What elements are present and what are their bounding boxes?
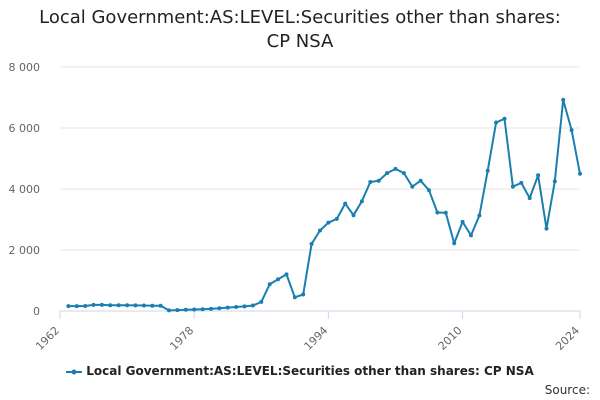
data-point [150, 303, 155, 308]
y-tick-label: 8 000 [9, 61, 41, 74]
data-point [519, 180, 524, 185]
data-point [502, 116, 507, 121]
data-point [343, 201, 348, 206]
data-point [527, 196, 532, 201]
data-point [578, 171, 582, 176]
data-point [209, 306, 213, 311]
x-tick-label: 2024 [553, 324, 582, 353]
data-point [192, 307, 197, 312]
x-tick-label: 2010 [436, 324, 465, 353]
data-point [133, 303, 138, 308]
data-point [477, 213, 482, 218]
series-line [68, 98, 581, 312]
legend-series-symbol [66, 369, 83, 374]
data-point [259, 299, 264, 304]
data-point [427, 188, 431, 193]
data-point [309, 241, 314, 246]
chart-title-line-1: Local Government:AS:LEVEL:Securities oth… [39, 7, 561, 28]
data-point [116, 303, 121, 308]
data-point [83, 304, 88, 308]
data-point [158, 303, 163, 308]
data-point [217, 306, 222, 311]
data-point [561, 97, 566, 102]
data-point [183, 307, 188, 312]
data-point [99, 302, 104, 307]
data-point [351, 213, 356, 218]
data-point [326, 220, 331, 225]
data-point [250, 303, 255, 308]
data-point [284, 272, 289, 277]
data-point [200, 307, 205, 312]
data-point [510, 184, 515, 189]
data-point [66, 304, 71, 309]
data-point [569, 128, 574, 133]
chart-title: Local Government:AS:LEVEL:Securities oth… [0, 6, 600, 54]
data-point [368, 180, 373, 184]
data-point [359, 199, 364, 204]
y-tick-label: 6 000 [9, 122, 41, 135]
data-point [376, 178, 381, 183]
data-point [536, 173, 541, 178]
legend-series-label: Local Government:AS:LEVEL:Securities oth… [86, 364, 534, 378]
data-point [544, 226, 549, 231]
data-point [418, 178, 423, 183]
data-point [276, 277, 281, 282]
data-point [234, 305, 239, 309]
data-point [443, 210, 448, 215]
data-point [485, 168, 490, 173]
data-point [74, 304, 79, 309]
data-point [410, 184, 415, 189]
data-point [494, 120, 499, 125]
data-point [460, 219, 465, 224]
data-point [301, 292, 306, 297]
x-tick-label: 1978 [167, 324, 196, 353]
data-point [141, 303, 146, 308]
data-point [267, 282, 272, 287]
chart-title-line-2: CP NSA [266, 31, 334, 52]
data-point [91, 302, 96, 307]
y-tick-label: 2 000 [9, 244, 41, 257]
y-tick-label: 4 000 [9, 183, 41, 196]
x-tick-label: 1962 [33, 324, 62, 353]
data-point [385, 171, 390, 176]
data-point [452, 241, 457, 246]
data-point [318, 228, 322, 233]
data-point [435, 210, 440, 215]
data-point [401, 171, 406, 176]
data-point [242, 304, 247, 309]
y-tick-label: 0 [33, 305, 40, 318]
data-point [469, 233, 473, 238]
data-point [334, 216, 339, 221]
data-point [108, 303, 113, 308]
data-point [167, 308, 171, 313]
data-point [393, 166, 398, 171]
source-label: Source: [544, 383, 590, 397]
data-point [175, 308, 180, 313]
data-point [125, 303, 130, 308]
x-tick-label: 1994 [302, 324, 331, 353]
data-point [552, 179, 557, 184]
data-point [292, 295, 297, 300]
data-point [225, 305, 230, 310]
legend[interactable]: Local Government:AS:LEVEL:Securities oth… [0, 364, 600, 378]
